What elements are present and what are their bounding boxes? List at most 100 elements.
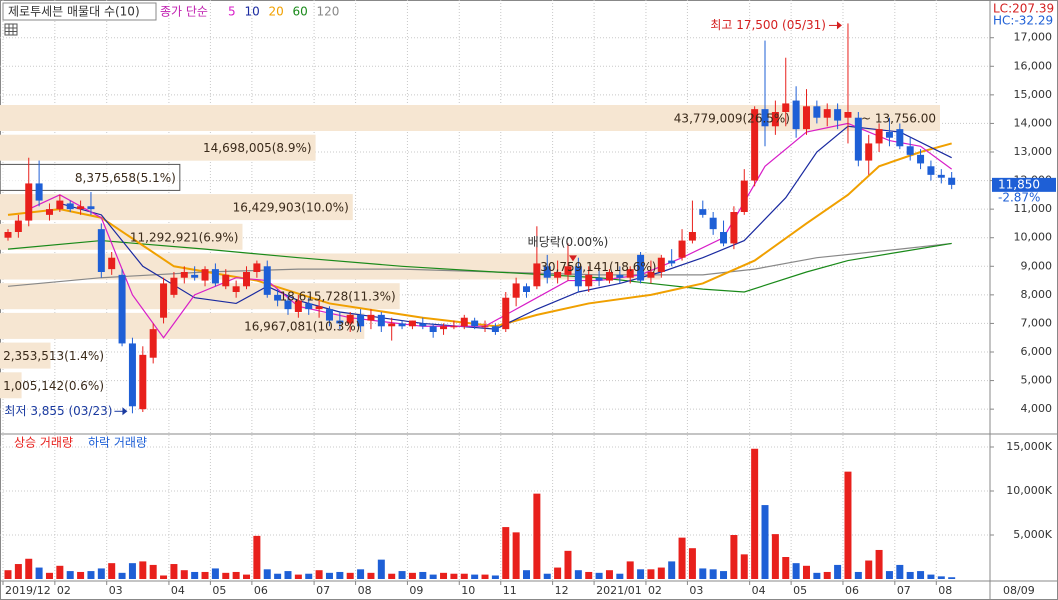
volume-bar — [782, 556, 790, 579]
x-tick-label: 10 — [461, 584, 475, 597]
volume-legend-up: 상승 거래량 — [14, 436, 73, 450]
candle-body — [139, 354, 147, 410]
profile-bar — [0, 134, 316, 161]
candle-body — [357, 314, 365, 327]
volume-bar — [657, 567, 665, 579]
volume-bar — [45, 572, 53, 579]
x-tick-label: 11 — [503, 584, 517, 597]
candle-body — [77, 206, 85, 210]
candle-body — [761, 109, 769, 127]
volume-bar — [543, 573, 551, 579]
volume-bar — [180, 570, 188, 579]
candle-body — [460, 317, 468, 327]
candle-body — [782, 103, 790, 112]
candle-body — [388, 323, 396, 327]
y-tick-label: 11,000 — [1014, 202, 1053, 215]
y-tick-label: 8,000 — [1021, 288, 1053, 301]
profile-label: 2,353,513(1.4%) — [3, 349, 104, 363]
candle-body — [502, 297, 510, 330]
x-tick-label: 2021/01 — [596, 584, 642, 597]
volume-bar — [917, 571, 925, 579]
x-tick-label: 12 — [555, 584, 569, 597]
annotation: 배당락(0.00%) — [528, 235, 609, 249]
volume-bar — [937, 576, 945, 579]
profile-label: 30,759,141(18.6%) — [540, 260, 656, 274]
volume-bar — [128, 563, 136, 579]
x-tick-label: 04 — [752, 584, 766, 597]
candle-body — [937, 174, 945, 178]
y-tick-label: 10,000 — [1014, 231, 1053, 244]
volume-bar — [450, 573, 458, 579]
x-tick-label: 2019/12 — [5, 584, 51, 597]
candle-body — [512, 283, 520, 298]
candle-body — [201, 269, 209, 281]
candle-body — [377, 314, 385, 327]
volume-bar — [408, 572, 416, 579]
candle-body — [325, 309, 333, 321]
volume-bar — [730, 534, 738, 579]
candle-body — [14, 220, 22, 232]
candle-body — [730, 212, 738, 244]
candle-body — [149, 329, 157, 358]
candle-body — [637, 254, 645, 281]
candle-body — [346, 314, 354, 324]
candle-body — [25, 183, 33, 221]
candle-body — [885, 132, 893, 138]
candle-body — [170, 277, 178, 295]
candle-body — [336, 320, 344, 324]
volume-bar — [263, 569, 271, 579]
candle-body — [440, 326, 448, 330]
candle-body — [751, 109, 759, 181]
volume-bar — [388, 573, 396, 579]
x-tick-label: 03 — [109, 584, 123, 597]
volume-bar — [865, 560, 873, 579]
volume-bar — [201, 571, 209, 579]
candle-body — [408, 320, 416, 327]
y-tick-label: 5,000 — [1021, 374, 1053, 387]
annotation: 최고 17,500 (05/31) — [710, 18, 826, 32]
volume-bar — [481, 574, 489, 579]
profile-bar — [0, 312, 365, 339]
candle-body — [429, 326, 437, 332]
candle-body — [419, 323, 427, 327]
volume-bar — [274, 573, 282, 579]
ma-label: 종가 단순 — [160, 5, 208, 19]
candle-body — [823, 109, 831, 118]
volume-bar — [875, 549, 883, 579]
candle-body — [274, 294, 282, 301]
candle-body — [802, 106, 810, 130]
candle-body — [315, 306, 323, 310]
volume-bar — [222, 572, 230, 579]
x-tick-label: 09 — [409, 584, 423, 597]
volume-bar — [139, 561, 147, 579]
volume-bar — [896, 564, 904, 579]
volume-bar — [346, 572, 354, 579]
settings-icon[interactable] — [4, 23, 18, 36]
candle-body — [35, 183, 43, 201]
last-price-change: -2.87% — [998, 190, 1040, 204]
volume-bar — [709, 569, 717, 579]
candle-body — [771, 112, 779, 127]
volume-bar — [885, 571, 893, 579]
candle-body — [896, 129, 904, 147]
candle-body — [481, 326, 489, 328]
candle-body — [398, 323, 406, 327]
candle-body — [232, 286, 240, 292]
candle-body — [948, 177, 956, 185]
candle-body — [97, 229, 105, 272]
annotation-arrowhead — [122, 407, 128, 416]
volume-bar — [491, 575, 499, 579]
candle-body — [834, 109, 842, 121]
volume-bar — [325, 572, 333, 579]
volume-bar — [191, 571, 199, 579]
volume-bar — [429, 574, 437, 579]
volume-bar — [678, 537, 686, 579]
candle-body — [574, 266, 582, 287]
volume-bar — [87, 571, 95, 579]
volume-bar — [844, 471, 852, 579]
volume-bar — [419, 571, 427, 579]
candle-body — [108, 257, 116, 270]
candle-body — [263, 266, 271, 295]
volume-bar — [616, 573, 624, 579]
y-tick-label: 15,000 — [1014, 88, 1053, 101]
